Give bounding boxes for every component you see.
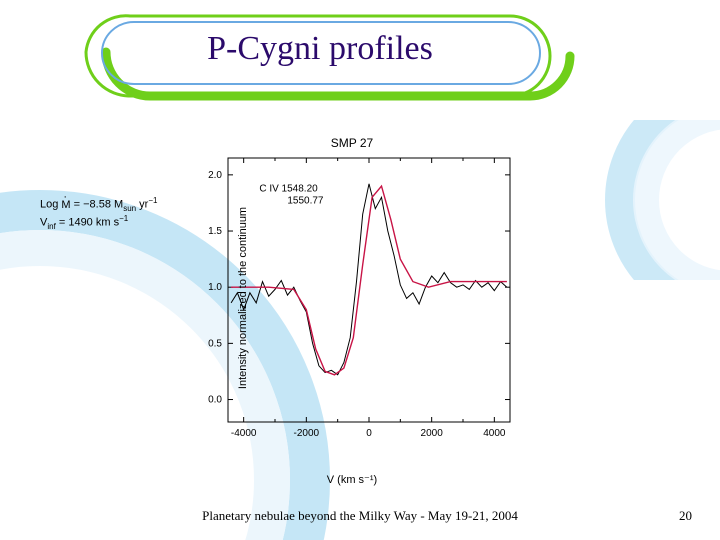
slide-footer: Planetary nebulae beyond the Milky Way -… [0, 508, 720, 524]
svg-text:1550.77: 1550.77 [287, 196, 324, 207]
chart-title: SMP 27 [184, 136, 520, 150]
x-axis-label: V (km s⁻¹) [184, 473, 520, 486]
svg-text:1.0: 1.0 [208, 282, 222, 293]
chart-svg: -4000 -2000 0 2000 4000 0.0 0.5 1.0 1.5 2.0 C IV 1… [184, 140, 520, 456]
svg-text:1.5: 1.5 [208, 226, 222, 237]
bg-arc-right [590, 120, 720, 280]
svg-text:2.0: 2.0 [208, 170, 222, 181]
svg-text:0.0: 0.0 [208, 395, 222, 406]
svg-text:-2000: -2000 [294, 428, 320, 439]
svg-text:0: 0 [366, 428, 372, 439]
annot-mdot: Log M· = −8.58 Msun yr−1 [40, 196, 157, 213]
svg-text:-4000: -4000 [231, 428, 257, 439]
page-number: 20 [679, 508, 692, 524]
slide-title: P-Cygni profiles [90, 30, 550, 68]
y-axis-label: Intensity normalized to the continuum [237, 207, 249, 389]
svg-text:0.5: 0.5 [208, 338, 222, 349]
title-frame: P-Cygni profiles [90, 20, 550, 86]
pcygni-chart: SMP 27 Intensity normalized to the conti… [184, 140, 520, 456]
svg-text:2000: 2000 [421, 428, 444, 439]
svg-text:4000: 4000 [483, 428, 506, 439]
svg-text:C IV 1548.20: C IV 1548.20 [259, 184, 318, 195]
annot-vinf: Vinf = 1490 km s−1 [40, 214, 128, 231]
